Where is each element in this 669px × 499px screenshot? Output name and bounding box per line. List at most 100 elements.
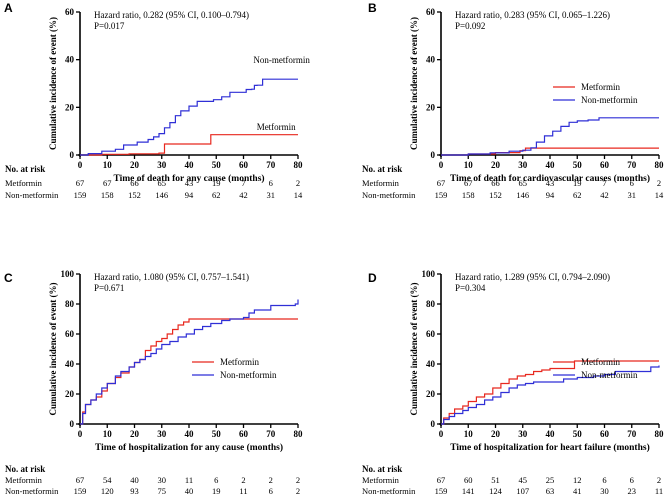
- risk-cell: 65: [158, 178, 167, 188]
- x-axis-label: Time of death for cardiovascular causes …: [450, 173, 650, 184]
- risk-cell: 25: [546, 475, 555, 485]
- risk-table-title: No. at risk: [5, 164, 45, 174]
- series-line-non-metformin: [80, 299, 299, 425]
- y-tick-label: 20: [65, 389, 75, 399]
- x-tick-label: 70: [266, 160, 276, 170]
- x-tick-label: 20: [491, 429, 501, 439]
- risk-cell: 67: [464, 178, 473, 188]
- x-axis-label: Time of hospitalization for any cause (m…: [95, 442, 283, 453]
- risk-cell: 2: [296, 475, 300, 485]
- x-tick-label: 40: [546, 429, 556, 439]
- risk-cell: 31: [267, 190, 276, 200]
- x-tick-label: 20: [130, 429, 140, 439]
- y-tick-label: 20: [65, 102, 75, 112]
- risk-cell: 42: [600, 190, 609, 200]
- y-tick-label: 40: [426, 359, 436, 369]
- risk-cell: 152: [128, 190, 141, 200]
- risk-cell: 19: [573, 178, 582, 188]
- risk-cell: 40: [185, 486, 194, 496]
- x-tick-label: 70: [266, 429, 276, 439]
- risk-cell: 158: [101, 190, 114, 200]
- risk-cell: 54: [103, 475, 112, 485]
- legend-label-metformin: Metformin: [581, 82, 620, 92]
- x-tick-label: 50: [212, 160, 222, 170]
- x-tick-label: 80: [655, 429, 665, 439]
- x-tick-label: 30: [157, 429, 167, 439]
- risk-cell: 146: [155, 190, 168, 200]
- risk-cell: 94: [546, 190, 555, 200]
- x-tick-label: 40: [185, 160, 195, 170]
- risk-cell: 11: [239, 486, 247, 496]
- risk-cell: 107: [516, 486, 529, 496]
- x-tick-label: 80: [294, 160, 304, 170]
- risk-cell: 158: [462, 190, 475, 200]
- panel-b: B 0 20 40 60 0 10 20 30 40 50 60 70 80 Cumulative inci…: [362, 1, 664, 200]
- risk-cell: 63: [546, 486, 555, 496]
- risk-cell: 40: [130, 475, 139, 485]
- risk-cell: 42: [239, 190, 248, 200]
- legend-label-metformin: Metformin: [257, 122, 296, 132]
- risk-cell: 2: [296, 486, 300, 496]
- x-axis-label: Time of death for any cause (months): [113, 173, 264, 184]
- x-tick-label: 10: [103, 160, 113, 170]
- x-tick-label: 60: [600, 160, 610, 170]
- risk-table-title: No. at risk: [362, 164, 402, 174]
- risk-row-label: Non-metformin: [362, 190, 416, 200]
- hazard-ratio-text: Hazard ratio, 0.282 (95% CI, 0.100–0.794…: [94, 10, 249, 20]
- panel-letter-c: C: [4, 271, 13, 285]
- x-tick-label: 0: [78, 429, 83, 439]
- y-tick-label: 20: [426, 389, 436, 399]
- x-tick-label: 30: [518, 429, 528, 439]
- panel-c: C 0 20 40 60 80 100 0 10 20 30 40 50 60 70 80 Cumulative…: [4, 269, 303, 496]
- risk-cell: 146: [516, 190, 529, 200]
- risk-cell: 93: [130, 486, 139, 496]
- y-tick-label: 0: [431, 150, 436, 160]
- risk-row-label: Non-metformin: [362, 486, 416, 496]
- y-tick-label: 0: [431, 419, 436, 429]
- risk-cell: 41: [573, 486, 582, 496]
- risk-cell: 43: [185, 178, 194, 188]
- panel-letter-d: D: [368, 271, 377, 285]
- risk-cell: 67: [437, 475, 446, 485]
- x-tick-label: 80: [655, 160, 665, 170]
- risk-cell: 19: [212, 178, 221, 188]
- risk-cell: 62: [212, 190, 221, 200]
- y-tick-label: 40: [65, 55, 75, 65]
- risk-cell: 2: [657, 475, 661, 485]
- x-tick-label: 0: [439, 429, 444, 439]
- hazard-ratio-text: Hazard ratio, 1.289 (95% CI, 0.794–2.090…: [455, 272, 610, 282]
- panel-letter-b: B: [368, 1, 377, 15]
- y-tick-label: 0: [70, 150, 75, 160]
- x-tick-label: 50: [573, 160, 583, 170]
- risk-cell: 6: [214, 475, 218, 485]
- x-tick-label: 50: [212, 429, 222, 439]
- risk-row-label: Metformin: [5, 178, 43, 188]
- risk-cell: 51: [491, 475, 500, 485]
- risk-cell: 66: [130, 178, 139, 188]
- risk-row-label: Non-metformin: [5, 486, 59, 496]
- risk-row-label: Metformin: [5, 475, 43, 485]
- risk-cell: 6: [269, 486, 273, 496]
- series-line-non-metformin: [441, 365, 660, 425]
- risk-cell: 141: [462, 486, 475, 496]
- risk-cell: 7: [602, 178, 606, 188]
- risk-cell: 60: [464, 475, 473, 485]
- risk-cell: 6: [602, 475, 606, 485]
- risk-cell: 124: [489, 486, 503, 496]
- risk-table-title: No. at risk: [362, 464, 402, 474]
- risk-cell: 23: [628, 486, 637, 496]
- risk-cell: 31: [628, 190, 637, 200]
- legend-label-non-metformin: Non-metformin: [253, 55, 310, 65]
- x-tick-label: 30: [518, 160, 528, 170]
- x-tick-label: 40: [546, 160, 556, 170]
- y-tick-label: 100: [422, 269, 436, 279]
- x-tick-label: 10: [464, 429, 474, 439]
- y-tick-label: 60: [65, 329, 75, 339]
- risk-cell: 94: [185, 190, 194, 200]
- risk-row-label: Metformin: [362, 178, 400, 188]
- risk-table-title: No. at risk: [5, 464, 45, 474]
- risk-cell: 14: [655, 190, 664, 200]
- risk-cell: 120: [101, 486, 114, 496]
- panel-d: D 0 20 40 60 80 100 0 10 20 30 40 50 60 70 80 Cumulative…: [362, 269, 664, 496]
- hazard-ratio-text: Hazard ratio, 0.283 (95% CI, 0.065–1.226…: [455, 10, 610, 20]
